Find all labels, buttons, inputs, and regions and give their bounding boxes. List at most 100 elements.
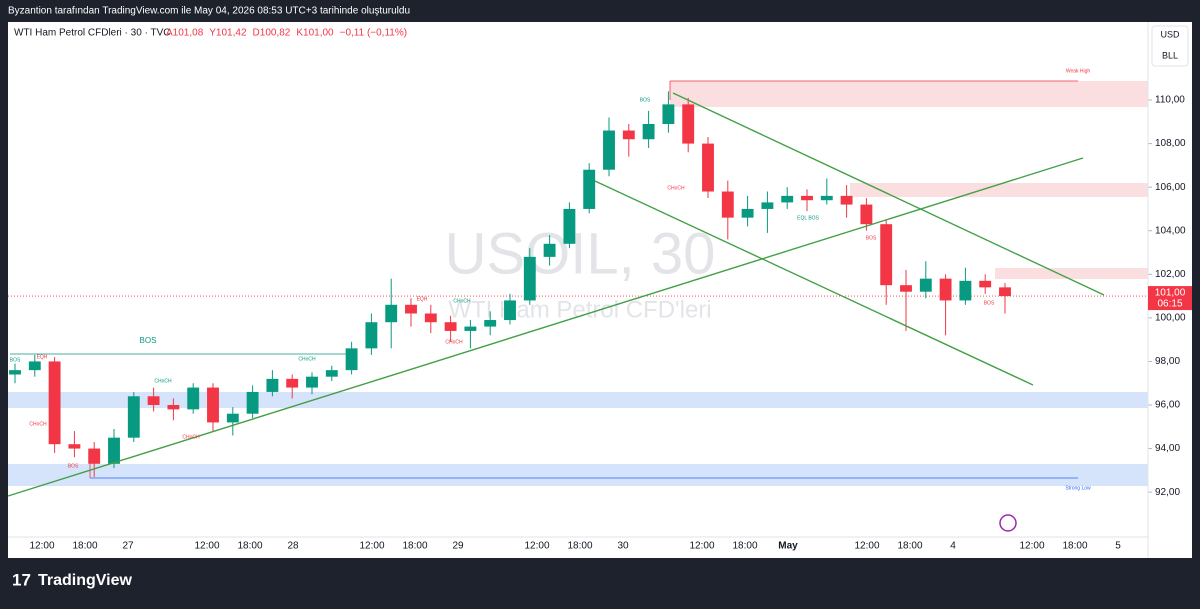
trend-lines — [7, 92, 1105, 497]
candle-body — [900, 285, 912, 292]
candle-body — [88, 448, 101, 464]
candle-body — [583, 169, 596, 209]
candle-body — [147, 396, 160, 405]
ohlc-value: K101,00 — [296, 28, 334, 39]
annotation: EQH — [417, 296, 428, 302]
candle-body — [226, 413, 239, 423]
annotation: BOS — [140, 336, 157, 345]
unit[interactable]: BLL — [1162, 50, 1178, 60]
candle-body — [543, 243, 556, 257]
candle-body — [761, 202, 774, 209]
candle-body — [325, 370, 338, 377]
candle-body — [702, 143, 714, 192]
annotation: CHoCH — [453, 298, 471, 304]
candle-body — [167, 404, 180, 410]
candle-body — [523, 256, 536, 301]
x-tick-label: May — [778, 541, 798, 552]
y-tick-label: 102,00 — [1155, 269, 1186, 280]
plot — [8, 91, 1152, 493]
y-tick-label: 110,00 — [1155, 95, 1185, 106]
candle-body — [662, 104, 675, 124]
candle-body — [999, 287, 1011, 297]
x-tick-label: 4 — [950, 541, 956, 552]
currency[interactable]: USD — [1160, 29, 1180, 39]
annotation: BOS — [10, 357, 21, 363]
candle-body — [48, 361, 61, 445]
alert-icon[interactable] — [999, 514, 1017, 532]
candle-body — [801, 195, 813, 201]
candle-body — [345, 348, 358, 371]
x-tick-label: 12:00 — [689, 541, 714, 552]
candle-body — [563, 208, 576, 244]
y-tick-label: 92,00 — [1155, 487, 1180, 498]
candle-body — [959, 280, 972, 301]
y-tick-label: 108,00 — [1155, 138, 1186, 149]
annotation: BOS — [984, 300, 995, 306]
x-tick-label: 18:00 — [237, 541, 262, 552]
ohlc-value: Y101,42 — [209, 28, 247, 39]
symbol: WTI Ham Petrol CFDleri · 30 · TVC — [14, 28, 171, 39]
x-tick-label: 18:00 — [897, 541, 922, 552]
annotation: EQH — [37, 354, 48, 360]
x-tick-label: 12:00 — [854, 541, 879, 552]
candle-body — [642, 123, 655, 140]
candle-body — [622, 130, 635, 140]
candle-body — [781, 195, 794, 203]
annotation: CHoCH — [445, 339, 463, 345]
x-tick-label: 30 — [617, 541, 629, 552]
candle-body — [860, 204, 873, 225]
candle-body — [187, 387, 200, 410]
annotation: EQL BOS — [797, 215, 819, 221]
candle-body — [127, 396, 140, 438]
ohlc-legend: A101,08 Y101,42 D100,82 K101,00 −0,11 (−0,11… — [166, 28, 407, 39]
logo-mark: 17 — [12, 570, 31, 589]
ohlc-value: A101,08 — [166, 28, 204, 39]
candle-body — [68, 444, 81, 449]
annotation: CHoCH — [298, 356, 316, 362]
candle-body — [484, 320, 497, 327]
brand: TradingView — [38, 572, 133, 589]
annotation: BOS — [866, 235, 877, 241]
x-tick-label: 18:00 — [1062, 541, 1087, 552]
x-tick-label: 12:00 — [194, 541, 219, 552]
candle-body — [424, 313, 437, 323]
candle-body — [682, 104, 695, 144]
annotation: BOS — [68, 463, 79, 469]
candle-body — [979, 280, 992, 288]
annotation: BOS — [640, 97, 651, 103]
candle-body — [286, 378, 299, 388]
unit-box[interactable] — [1151, 25, 1189, 67]
zones — [8, 80, 1148, 486]
x-tick-label: 12:00 — [1019, 541, 1044, 552]
countdown: 06:15 — [1157, 299, 1182, 310]
candle-body — [266, 378, 279, 392]
candle-body — [385, 304, 398, 323]
candle-body — [207, 387, 219, 423]
y-tick-label: 100,00 — [1155, 312, 1186, 323]
annotation: CHoCH — [29, 421, 47, 427]
annotation: CHoCH — [182, 434, 200, 440]
candle-body — [880, 224, 893, 286]
annotation: CHoCH — [154, 378, 172, 384]
x-tick-label: 18:00 — [567, 541, 592, 552]
x-tick-label: 5 — [1115, 541, 1121, 552]
ohlc-value: D100,82 — [253, 28, 291, 39]
candle-body — [306, 376, 318, 388]
watermark-subtitle: WTI Ham Petrol CFD'leri — [448, 296, 711, 323]
candle-body — [504, 300, 516, 321]
candle-body — [444, 322, 457, 331]
last-price-label: 101,00 — [1155, 288, 1186, 299]
x-tick-label: 18:00 — [402, 541, 427, 552]
y-tick-label: 94,00 — [1155, 443, 1180, 454]
y-tick-label: 106,00 — [1155, 182, 1186, 193]
candle-body — [603, 130, 615, 170]
y-tick-label: 104,00 — [1155, 225, 1186, 236]
x-tick-label: 12:00 — [524, 541, 549, 552]
y-tick-label: 96,00 — [1155, 400, 1180, 411]
candle-body — [464, 326, 477, 331]
last-price-tag — [1148, 286, 1192, 311]
ohlc-value: −0,11 (−0,11%) — [340, 28, 407, 39]
caption: Byzantion tarafından TradingView.com ile… — [8, 6, 410, 17]
candle-body — [108, 437, 120, 464]
